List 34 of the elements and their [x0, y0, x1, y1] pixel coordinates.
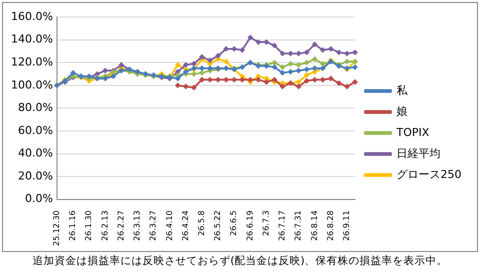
x-tick-label: 25.12.30 [52, 210, 62, 246]
y-tick-label: 140.0% [10, 32, 53, 46]
legend-label: 私 [396, 84, 408, 97]
x-tick-label: 26.1.30 [84, 210, 94, 241]
y-tick-label: 20.0% [18, 169, 53, 182]
x-tick-label: 26.6.5 [229, 210, 238, 236]
legend-label: グロース250 [396, 168, 462, 181]
x-tick-label: 26.3.27 [148, 210, 158, 241]
y-tick-label: 100.0% [10, 78, 53, 92]
y-tick-label: 40.0% [18, 146, 53, 160]
legend-label: 日経平均 [396, 146, 440, 160]
x-tick-label: 26.5.22 [213, 210, 222, 241]
x-tick-label: 26.7.31 [294, 210, 303, 241]
legend-label: 娘 [396, 104, 408, 118]
y-tick-label: 80.0% [18, 101, 53, 114]
y-tick-label: 0.0% [24, 192, 53, 206]
x-tick-label: 26.4.10 [164, 210, 174, 241]
x-tick-label: 26.3.13 [132, 210, 142, 241]
x-tick-label: 26.8.28 [326, 210, 335, 241]
x-tick-label: 26.2.27 [116, 210, 126, 241]
y-tick-label: 120.0% [10, 55, 53, 68]
x-tick-label: 26.4.24 [180, 210, 190, 241]
text: 追加資金は損益率には反映させておらず(配当金は反映)、保有株の損益率を表示中。 [31, 254, 449, 268]
x-tick-label: 26.7.17 [278, 210, 287, 241]
x-tick-label: 26.9.11 [342, 210, 352, 241]
x-tick-label: 26.6.19 [245, 210, 254, 241]
y-tick-label: 60.0% [18, 124, 53, 137]
x-tick-label: 26.1.16 [68, 210, 78, 241]
x-tick-label: 26.5.8 [197, 210, 206, 236]
legend-label: TOPIX [396, 126, 430, 139]
x-tick-label: 26.8.14 [310, 210, 319, 241]
x-tick-label: 26.7.3 [261, 210, 270, 236]
x-tick-label: 26.2.13 [100, 210, 110, 241]
y-tick-label: 160.0% [10, 10, 53, 23]
